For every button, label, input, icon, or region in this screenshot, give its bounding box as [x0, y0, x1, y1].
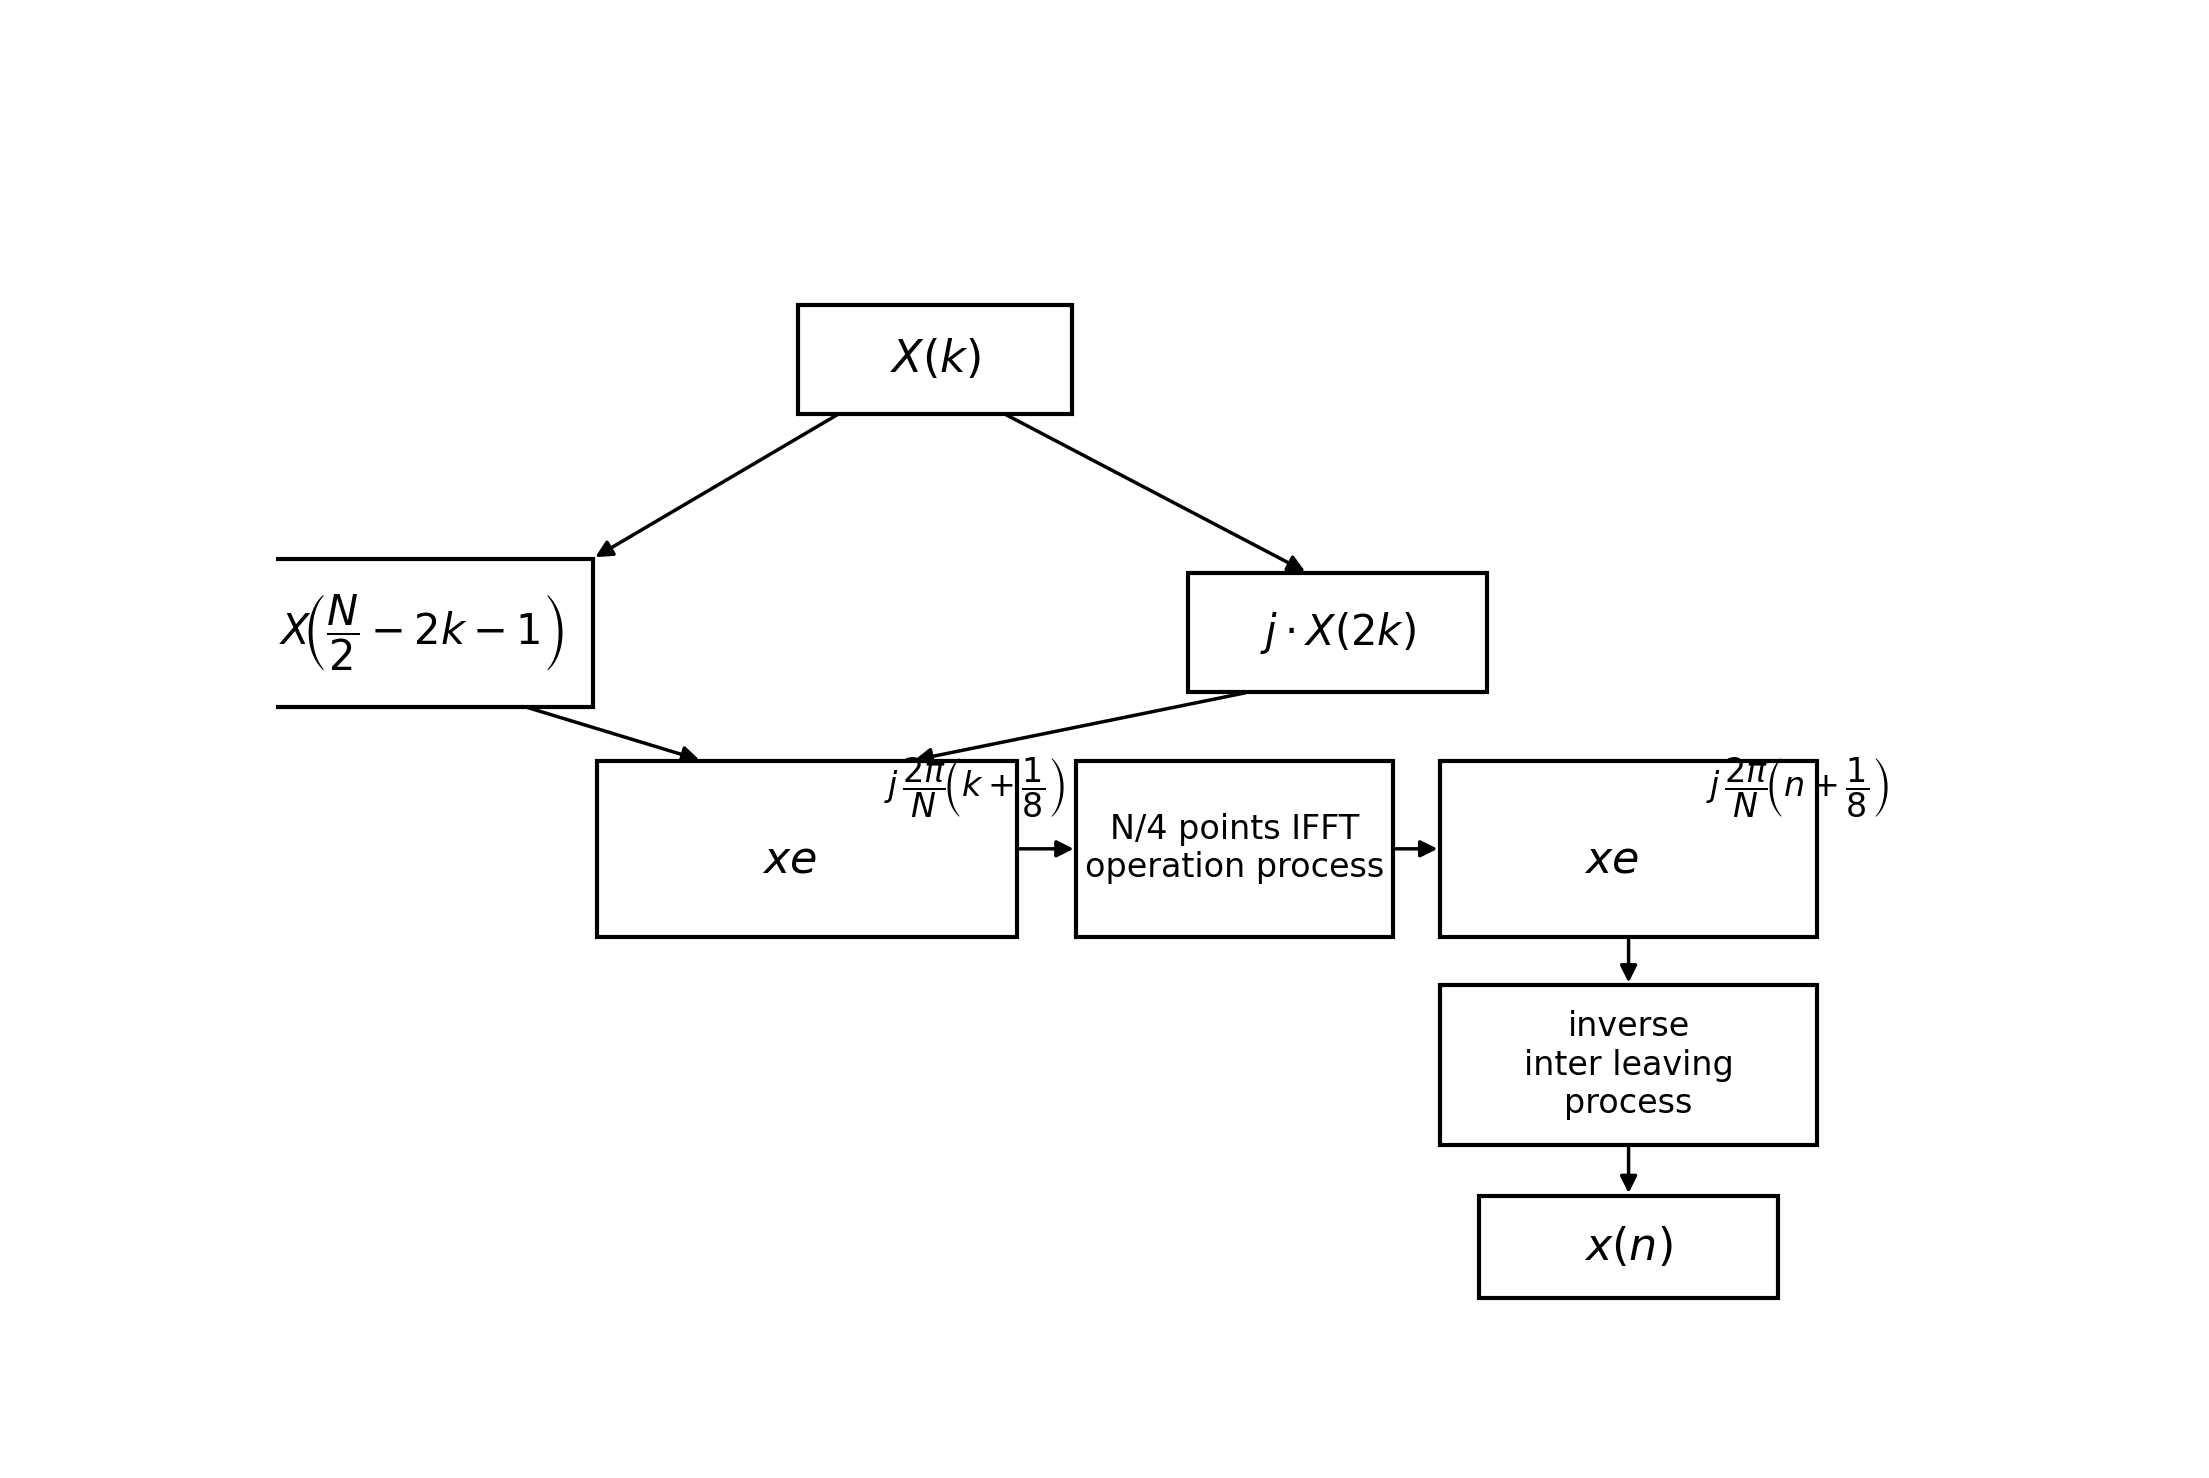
Text: inverse
inter leaving
process: inverse inter leaving process — [1524, 1011, 1734, 1120]
Text: $j\,\dfrac{2\pi}{N}\!\left(n+\dfrac{1}{8}\right)$: $j\,\dfrac{2\pi}{N}\!\left(n+\dfrac{1}{8… — [1705, 755, 1889, 820]
Text: $X\!\left(\dfrac{N}{2}-2k-1\right)$: $X\!\left(\dfrac{N}{2}-2k-1\right)$ — [278, 593, 563, 672]
Text: $X(k)$: $X(k)$ — [890, 337, 981, 381]
Bar — [1188, 573, 1487, 692]
Bar — [1076, 761, 1394, 937]
Text: $j\cdot X(2k)$: $j\cdot X(2k)$ — [1259, 609, 1416, 656]
Text: N/4 points IFFT
operation process: N/4 points IFFT operation process — [1085, 813, 1385, 884]
Bar — [250, 559, 592, 706]
Bar — [1478, 1196, 1778, 1298]
Bar — [1440, 761, 1816, 937]
Text: $xe$: $xe$ — [762, 838, 817, 882]
Bar — [1440, 986, 1816, 1144]
Bar — [596, 761, 1016, 937]
Text: $xe$: $xe$ — [1584, 838, 1639, 882]
Text: $x(n)$: $x(n)$ — [1584, 1225, 1672, 1270]
Bar — [797, 306, 1071, 414]
Text: $j\,\dfrac{2\pi}{N}\!\left(k+\dfrac{1}{8}\right)$: $j\,\dfrac{2\pi}{N}\!\left(k+\dfrac{1}{8… — [884, 755, 1065, 820]
